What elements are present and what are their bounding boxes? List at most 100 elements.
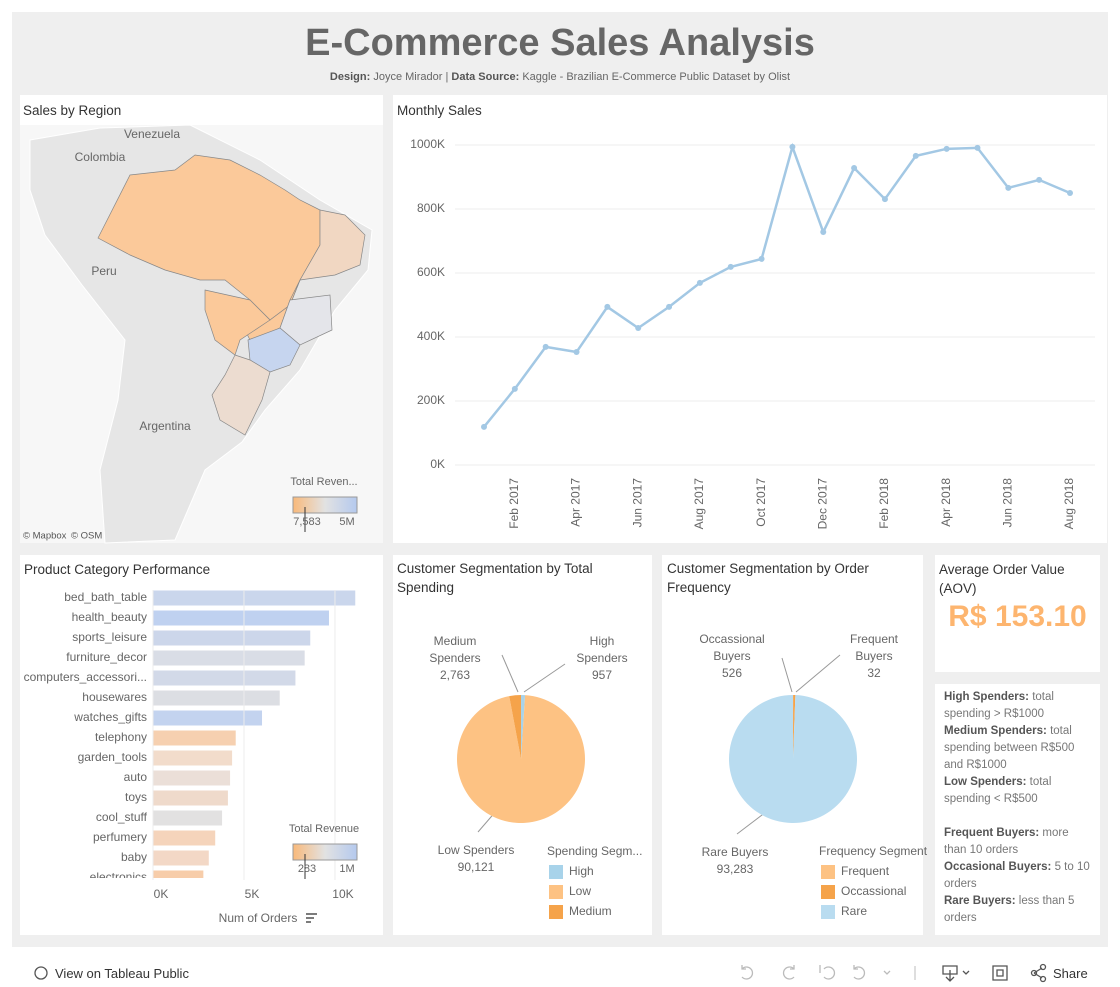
point: [974, 144, 981, 151]
category-label: housewares: [82, 690, 147, 704]
note: Rare Buyers: less than 5 orders: [944, 893, 1094, 927]
point: [758, 255, 765, 262]
legend-min: 7,583: [293, 516, 321, 528]
point: [943, 145, 950, 152]
note: Medium Spenders: total spending between …: [944, 723, 1094, 774]
pie-slice: [509, 695, 521, 759]
category-label: computers_accessori...: [24, 670, 147, 684]
panel-title: Average Order Value (AOV): [939, 562, 1065, 596]
bar: [153, 770, 231, 786]
point: [912, 152, 919, 159]
value-label: 2,763: [440, 668, 470, 682]
leader-line: [501, 654, 519, 693]
note: High Spenders: total spending > R$1000: [944, 689, 1094, 723]
redo-icon: [782, 965, 795, 980]
legend-label: Occassional: [841, 884, 906, 898]
bar: [153, 850, 209, 866]
point: [727, 263, 734, 270]
x-tick-label: Dec 2017: [815, 478, 829, 530]
x-tick-label: Jun 2017: [630, 478, 644, 528]
bar: [153, 730, 236, 746]
panel: [935, 555, 1100, 672]
x-tick-label: Jun 2018: [1000, 478, 1014, 528]
share-icon[interactable]: [1039, 975, 1047, 983]
label: Data Source:: [451, 71, 520, 83]
label-line: High: [590, 634, 615, 648]
region: [299, 209, 366, 281]
legend-swatch: [549, 865, 563, 879]
place-label: Venezuela: [124, 127, 180, 141]
pie-slice: [793, 695, 796, 759]
share-icon[interactable]: [1030, 969, 1038, 977]
label: Design:: [329, 71, 371, 83]
category-label: electronics: [90, 870, 147, 884]
slice-label: Low Spenders: [438, 843, 515, 857]
leader-line: [736, 811, 767, 835]
bars: bed_bath_table health_beauty sports_leisur…: [24, 590, 356, 884]
category-label: perfumery: [93, 830, 147, 844]
designer: Joyce Mirador: [373, 71, 443, 83]
category-label: bed_bath_table: [64, 590, 147, 604]
note-text: total spending > R$1000: [944, 691, 1054, 720]
bar: [153, 830, 216, 846]
share-icon[interactable]: [1039, 963, 1047, 971]
place-label: Peru: [91, 264, 116, 278]
color-scale: [292, 496, 358, 514]
note-text: less than 5 orders: [944, 895, 1075, 924]
notes: High Spenders: total spending > R$1000 Me…: [944, 689, 1094, 927]
fullscreen-icon[interactable]: [992, 965, 1008, 981]
category-label: sports_leisure: [72, 630, 147, 644]
source: Kaggle - Brazilian E-Commerce Public Dat…: [522, 71, 791, 83]
bar: [153, 670, 296, 686]
point: [666, 303, 673, 310]
bar: [153, 750, 233, 766]
x-tick-label: 10K: [332, 887, 353, 901]
legend-swatch: [821, 905, 835, 919]
dashboard-title: E-Commerce Sales Analysis: [305, 22, 815, 64]
value-label: 90,121: [458, 860, 495, 874]
separator: |: [445, 71, 449, 83]
point: [851, 165, 858, 172]
bar: [153, 710, 263, 726]
share-button[interactable]: Share: [1053, 966, 1088, 981]
x-tick-label: 0K: [154, 887, 169, 901]
bar: [153, 790, 228, 806]
leader-lines: [477, 654, 841, 835]
pie-slice: [521, 695, 526, 759]
label-line: Buyers: [855, 649, 892, 663]
note-text: 5 to 10 orders: [944, 861, 1090, 890]
label-line: Spenders: [576, 651, 627, 665]
label-line: Occassional: [699, 632, 764, 646]
tableau-icon[interactable]: [34, 966, 48, 980]
undo-icon: [741, 965, 754, 980]
slice-label: Occassional Buyers: [699, 632, 764, 663]
panel-title: Monthly Sales: [397, 103, 482, 118]
note-term: Frequent Buyers:: [944, 827, 1040, 839]
x-tick-label: Aug 2018: [1062, 478, 1076, 530]
bar: [153, 650, 305, 666]
download-icon[interactable]: [942, 965, 970, 982]
point: [789, 143, 796, 150]
legend-title: Total Reven...: [290, 476, 357, 488]
share-icon[interactable]: [1033, 967, 1043, 979]
legend-swatch: [821, 885, 835, 899]
note: Low Spenders: total spending < R$500: [944, 774, 1094, 808]
slice-label: Frequent Buyers: [850, 632, 899, 663]
view-link[interactable]: View on Tableau Public: [55, 966, 189, 981]
note-term: High Spenders:: [944, 691, 1029, 703]
attribution: © OSM: [71, 531, 102, 542]
attribution: © Mapbox: [23, 531, 67, 542]
legend-title: Total Revenue: [289, 823, 359, 835]
legend-title: Frequency Segment: [819, 844, 928, 858]
point: [696, 279, 703, 286]
region: [204, 289, 271, 356]
point: [1036, 176, 1043, 183]
note: Occasional Buyers: 5 to 10 orders: [944, 859, 1094, 893]
label-line: Spenders: [429, 651, 480, 665]
color-scale: [292, 843, 358, 861]
y-tick-label: 200K: [417, 393, 445, 407]
legend-title: Spending Segm...: [547, 844, 642, 858]
label-line: Buyers: [713, 649, 750, 663]
note-term: Occasional Buyers:: [944, 861, 1052, 873]
